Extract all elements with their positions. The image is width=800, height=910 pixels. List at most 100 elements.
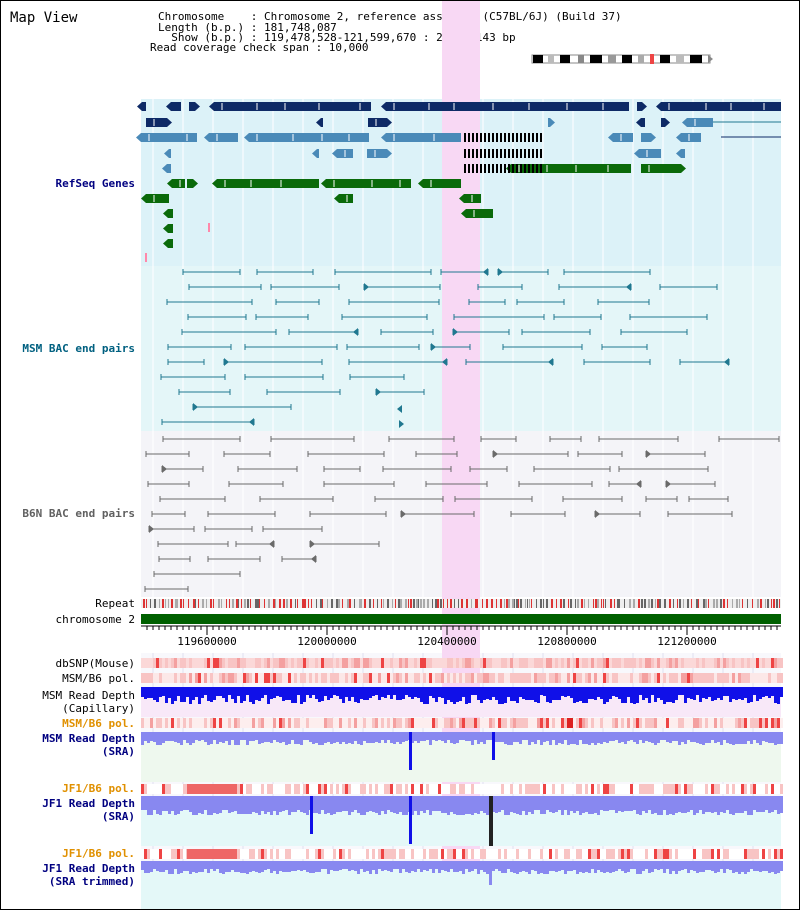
gene-feature <box>145 253 147 262</box>
depth-bar <box>354 861 357 871</box>
pol-cell <box>639 784 642 794</box>
depth-bar <box>258 687 261 701</box>
pol-cell <box>447 718 450 728</box>
pol-cell <box>435 849 438 859</box>
pol-cell <box>594 673 597 683</box>
pol-cell <box>561 658 564 668</box>
depth-spike <box>310 796 313 834</box>
pol-cell <box>543 673 546 683</box>
depth-bar <box>297 796 300 810</box>
pol-cell <box>507 673 510 683</box>
depth-bar <box>555 732 558 745</box>
b6n-bac-label[interactable]: B6N BAC end pairs <box>22 507 135 520</box>
pol-cell <box>570 673 573 683</box>
depth-bar <box>363 796 366 815</box>
pol-cell <box>525 673 528 683</box>
depth-bar <box>690 796 693 810</box>
depth-bar <box>291 861 294 871</box>
depth-bar <box>582 687 585 703</box>
pol-cell <box>468 718 471 728</box>
strand-arrow <box>387 118 392 127</box>
repeat-element <box>705 599 707 608</box>
depth-bar <box>474 861 477 869</box>
pol-cell <box>465 658 468 668</box>
pol-cell <box>492 673 495 683</box>
depth-bar <box>591 687 594 699</box>
depth-bar <box>276 687 279 696</box>
depth-bar <box>171 861 174 874</box>
pol-cell <box>315 658 318 668</box>
depth-bar <box>162 687 165 696</box>
depth-bar <box>774 687 777 703</box>
depth-bar <box>780 732 783 744</box>
pol-cell <box>354 718 357 728</box>
depth-bar <box>507 861 510 869</box>
pol-cell <box>612 849 615 859</box>
strand-arrow <box>312 149 317 158</box>
depth-bar <box>747 861 750 872</box>
pol-cell <box>702 849 705 859</box>
repeat-element <box>638 599 640 608</box>
pol-cell <box>543 784 546 794</box>
repeat-element <box>213 599 214 608</box>
depth-bar <box>483 687 486 700</box>
strand-arrow <box>634 149 639 158</box>
pol-cell <box>351 658 354 668</box>
pol-cell <box>525 658 528 668</box>
depth-bar <box>648 796 651 810</box>
pol-cell <box>531 718 534 728</box>
pol-cell <box>141 784 144 794</box>
depth-bar <box>609 687 612 699</box>
depth-bar <box>582 796 585 813</box>
msm-bac-label[interactable]: MSM BAC end pairs <box>22 342 135 355</box>
depth-bar <box>165 796 168 811</box>
strand-arrow <box>459 194 464 203</box>
depth-bar <box>765 732 768 742</box>
chromosome-ideogram[interactable] <box>530 53 714 65</box>
pol-cell <box>444 658 447 668</box>
depth-bar <box>447 732 450 740</box>
depth-bar <box>474 732 477 740</box>
depth-bar <box>144 861 147 873</box>
pol-cell <box>768 718 771 728</box>
repeat-element <box>450 599 452 608</box>
depth-bar <box>333 687 336 695</box>
pol-cell <box>333 718 336 728</box>
depth-bar <box>261 861 264 872</box>
pol-cell <box>384 673 387 683</box>
depth-bar <box>360 732 363 745</box>
refseq-genes-label[interactable]: RefSeq Genes <box>55 177 135 190</box>
strand-arrow <box>651 133 656 142</box>
exon-mark <box>488 164 490 173</box>
pol-cell <box>294 673 297 683</box>
exon-mark <box>492 164 494 173</box>
gene-feature <box>423 179 461 188</box>
depth-bar <box>477 732 480 744</box>
depth-bar <box>222 796 225 810</box>
depth-bar <box>717 861 720 872</box>
pol-cell <box>672 673 675 683</box>
depth-bar <box>246 861 249 874</box>
pol-cell <box>396 784 399 794</box>
repeat-element <box>747 599 748 608</box>
depth-bar <box>741 861 744 872</box>
gene-feature <box>637 102 642 111</box>
depth-bar <box>561 861 564 870</box>
depth-bar <box>240 861 243 873</box>
depth-bar <box>249 687 252 702</box>
exon-mark <box>504 149 506 158</box>
depth-bar <box>177 687 180 696</box>
pol-cell <box>459 658 462 668</box>
pol-cell <box>237 673 240 683</box>
depth-bar <box>375 732 378 742</box>
exon-mark <box>464 133 466 142</box>
exon-mark <box>496 149 498 158</box>
depth-bar <box>675 861 678 874</box>
depth-bar <box>567 732 570 745</box>
depth-bar <box>747 796 750 815</box>
depth-bar <box>375 861 378 874</box>
depth-bar <box>228 796 231 813</box>
pol-cell <box>438 718 441 728</box>
pol-cell <box>615 658 618 668</box>
